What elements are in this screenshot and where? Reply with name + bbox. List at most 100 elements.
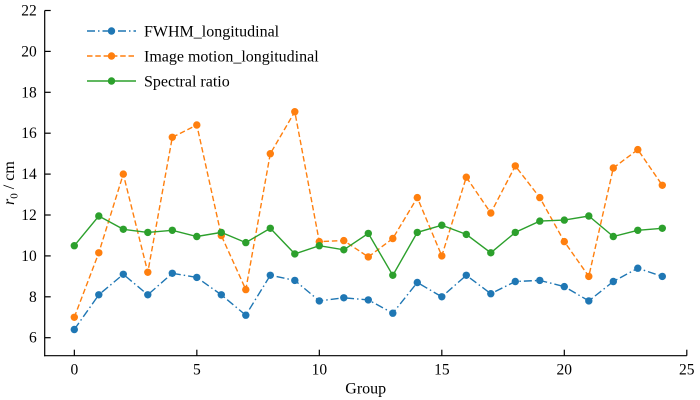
y-tick-label: 18 — [21, 84, 37, 101]
data-point — [291, 276, 299, 285]
data-point — [217, 291, 225, 299]
data-point — [511, 228, 519, 237]
data-point — [144, 228, 152, 237]
legend-item-fwhm-longitudinal[interactable]: FWHM_longitudinal — [87, 24, 280, 41]
data-point — [389, 271, 397, 279]
data-point — [266, 150, 274, 158]
data-point — [193, 273, 201, 282]
y-tick-label: 12 — [21, 207, 37, 224]
data-point — [95, 249, 103, 257]
data-point — [340, 236, 348, 245]
x-tick-label: 20 — [557, 362, 573, 379]
series-line — [73, 109, 663, 318]
data-point — [585, 212, 593, 220]
legend-marker-icon — [107, 77, 116, 85]
data-point — [511, 162, 519, 170]
data-point — [364, 296, 372, 304]
data-point — [536, 217, 544, 225]
y-tick-label: 14 — [21, 166, 37, 183]
legend-item-image-motion-longitudinal[interactable]: Image motion_longitudinal — [87, 49, 319, 66]
data-point — [560, 216, 568, 224]
data-point — [340, 246, 348, 254]
data-point — [315, 242, 323, 250]
data-point — [560, 282, 568, 291]
x-axis-title: Group — [345, 381, 386, 398]
y-tick-label: 10 — [21, 248, 37, 265]
data-point — [585, 297, 593, 305]
legend-marker-icon — [107, 52, 116, 60]
data-point — [315, 297, 323, 305]
data-point — [266, 271, 274, 279]
data-point — [609, 277, 617, 286]
data-point — [487, 290, 495, 298]
data-point — [95, 291, 103, 299]
x-tick-label: 25 — [679, 362, 695, 379]
y-tick-label: 16 — [21, 125, 37, 142]
data-point — [119, 270, 128, 278]
data-point — [193, 232, 201, 241]
data-point — [242, 311, 250, 319]
data-point — [536, 193, 544, 202]
data-point — [70, 325, 79, 334]
data-point — [634, 226, 642, 234]
data-point — [585, 272, 593, 281]
data-point — [168, 269, 176, 277]
data-point — [536, 276, 544, 285]
data-point — [242, 285, 250, 294]
data-point — [291, 108, 299, 116]
data-point — [119, 225, 128, 233]
legend-label: Image motion_longitudinal — [144, 49, 319, 66]
data-point — [119, 170, 128, 178]
y-tick-label: 20 — [21, 43, 37, 60]
y-tick-label: 8 — [29, 289, 37, 306]
series-image-motion-longitudinal — [70, 108, 666, 321]
data-point — [70, 242, 79, 250]
series-spectral-ratio — [70, 212, 666, 279]
data-point — [95, 212, 103, 220]
data-point — [658, 224, 666, 232]
legend-label: FWHM_longitudinal — [144, 24, 280, 41]
data-point — [634, 264, 642, 272]
data-point — [413, 228, 421, 237]
series-line — [73, 215, 663, 277]
series-fwhm-longitudinal — [70, 264, 666, 334]
legend-marker-icon — [107, 27, 116, 35]
legend: FWHM_longitudinal Image motion_longitudin… — [87, 24, 319, 91]
data-point — [609, 232, 617, 241]
x-tick-label: 15 — [434, 362, 450, 379]
data-point — [242, 238, 250, 247]
data-point — [340, 294, 348, 302]
data-point — [389, 234, 397, 243]
data-point — [487, 249, 495, 257]
y-tick-label: 22 — [21, 3, 37, 20]
data-point — [168, 133, 176, 141]
legend-item-spectral-ratio[interactable]: Spectral ratio — [87, 74, 230, 91]
data-point — [389, 309, 397, 317]
data-point — [168, 226, 176, 234]
data-point — [634, 145, 642, 154]
legend-label: Spectral ratio — [144, 74, 230, 91]
data-point — [266, 224, 274, 232]
y-tick-label: 6 — [29, 330, 37, 347]
data-point — [217, 228, 225, 237]
data-point — [609, 164, 617, 172]
y-axis: 6 8 10 12 14 16 18 20 22 r0 / cm — [1, 3, 51, 347]
data-point — [193, 121, 201, 129]
x-axis: 0 5 10 15 20 25 Group — [70, 349, 695, 398]
data-point — [511, 277, 519, 286]
data-point — [462, 173, 470, 181]
data-point — [438, 293, 446, 301]
x-tick-label: 10 — [312, 362, 328, 379]
data-point — [291, 250, 299, 258]
axes — [44, 10, 687, 357]
x-tick-label: 0 — [70, 362, 78, 379]
data-point — [144, 291, 152, 299]
data-point — [560, 237, 568, 246]
data-point — [364, 229, 372, 238]
data-point — [462, 230, 470, 239]
data-point — [658, 181, 666, 189]
data-point — [144, 268, 152, 276]
data-point — [70, 313, 79, 321]
